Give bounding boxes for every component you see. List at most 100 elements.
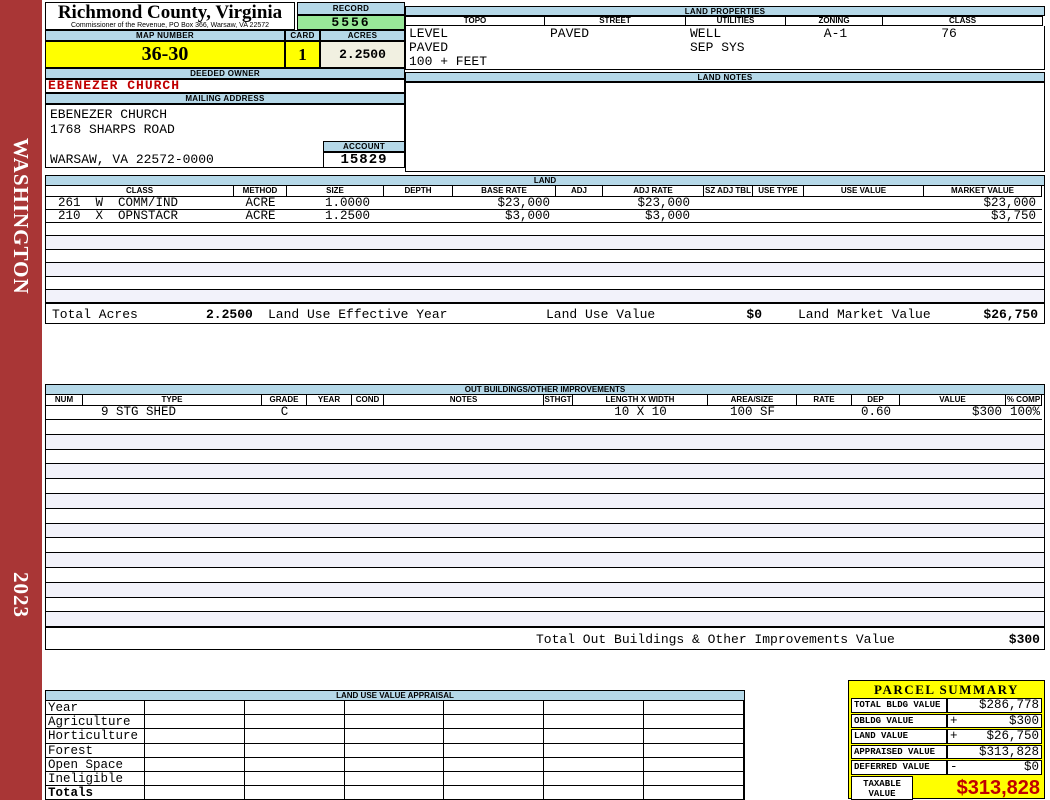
- parcel-summary-row-label: TOTAL BLDG VALUE: [851, 698, 947, 713]
- parcel-summary-row-value: + $300: [947, 713, 1042, 729]
- appraisal-cell: [644, 701, 745, 716]
- empty-table-row: [46, 509, 1044, 524]
- land-notes-title: LAND NOTES: [405, 72, 1045, 82]
- appraisal-cell: [644, 729, 745, 744]
- parcel-summary-row-label: DEFERRED VALUE: [851, 760, 947, 775]
- parcel-summary-row: TOTAL BLDG VALUE $286,778: [851, 698, 1042, 713]
- empty-table-row: [46, 450, 1044, 465]
- empty-table-row: [46, 250, 1044, 264]
- table-cell: [384, 406, 544, 420]
- table-row: 210 X OPNSTACR ACRE 1.2500 $3,000 $3,000 $3,7…: [46, 210, 1044, 223]
- table-cell: $3,000: [603, 210, 704, 223]
- operator-sign: -: [950, 760, 958, 775]
- table-cell: [704, 197, 753, 210]
- appraisal-row-label: Totals: [46, 786, 145, 800]
- table-cell: $23,000: [453, 197, 556, 210]
- empty-table-row: [46, 582, 1044, 598]
- appraisal-row-label: Open Space: [46, 757, 145, 772]
- parcel-summary-row-label: LAND VALUE: [851, 729, 947, 744]
- appraisal-row: Agriculture: [46, 715, 745, 730]
- appraisal-cell: [444, 743, 545, 758]
- table-cell: C: [262, 406, 307, 420]
- appraisal-cell: [344, 701, 445, 716]
- appraisal-cell: [444, 701, 545, 716]
- appraisal-cell: [144, 701, 245, 716]
- table-cell: [704, 210, 753, 223]
- appraisal-cell: [644, 757, 745, 772]
- parcel-summary: PARCEL SUMMARY TOTAL BLDG VALUE $286,778 O…: [848, 680, 1045, 800]
- appraisal-cell: [644, 771, 745, 787]
- empty-table-row: [46, 420, 1044, 435]
- appraisal-cell: [644, 715, 745, 730]
- land-table-title: LAND: [46, 176, 1044, 186]
- column-header: BASE RATE: [453, 186, 556, 197]
- column-header: LENGTH X WIDTH: [573, 395, 708, 406]
- appraisal-cell: [344, 743, 445, 758]
- column-header: % COMP: [1006, 395, 1042, 406]
- land-table-header-row: CLASS METHOD SIZE DEPTH BASE RATE ADJ ADJ RATE…: [46, 186, 1044, 197]
- appraisal-cell: [544, 771, 645, 787]
- appraisal-cell: [644, 743, 745, 758]
- table-cell: $3,000: [453, 210, 556, 223]
- appraisal-cell: [244, 715, 345, 730]
- land-market-value-label: Land Market Value: [798, 307, 931, 323]
- district-spine: WASHINGTON 2023: [0, 0, 42, 800]
- acres-value: 2.2500: [320, 41, 405, 68]
- table-cell: 100 SF: [708, 406, 797, 420]
- map-number-value: 36-30: [45, 41, 285, 68]
- empty-table-row: [46, 568, 1044, 583]
- taxable-value-row: TAXABLE VALUE $313,828: [851, 775, 1042, 800]
- table-cell: [307, 406, 352, 420]
- address-line: EBENEZER CHURCH: [50, 107, 168, 122]
- appraisal-row: Horticulture: [46, 729, 745, 744]
- appraisal-row: Year: [46, 701, 745, 716]
- column-header: CLASS: [883, 16, 1043, 26]
- mailing-address-box: EBENEZER CHURCH 1768 SHARPS ROAD WARSAW,…: [45, 104, 405, 168]
- table-cell: [804, 210, 924, 223]
- column-header: YEAR: [307, 395, 352, 406]
- land-use-value: $0: [746, 307, 762, 323]
- land-totals-row: Total Acres 2.2500 Land Use Effective Ye…: [46, 303, 1044, 323]
- column-header: GRADE: [262, 395, 307, 406]
- land-use-appraisal-title: LAND USE VALUE APPRAISAL: [46, 691, 744, 701]
- appraisal-cell: [544, 786, 645, 800]
- column-header: ADJ RATE: [603, 186, 704, 197]
- column-header: STHGT: [544, 395, 573, 406]
- empty-table-row: [46, 598, 1044, 613]
- out-buildings-table: OUT BUILDINGS/OTHER IMPROVEMENTS NUM TYPE…: [45, 384, 1045, 651]
- topo-value: 100 + FEET: [409, 54, 488, 69]
- table-row: 9 STG SHED C 10 X 10 100 SF 0.60 $300 100%: [46, 406, 1044, 420]
- table-cell: ACRE: [234, 197, 287, 210]
- out-buildings-total-row: Total Out Buildings & Other Improvements…: [46, 627, 1044, 649]
- appraisal-cell: [344, 729, 445, 744]
- operator-sign: +: [950, 729, 958, 744]
- table-cell: $300: [900, 406, 1006, 420]
- out-buildings-total-value: $300: [1008, 632, 1040, 648]
- appraisal-cell: [244, 771, 345, 787]
- column-header: MARKET VALUE: [924, 186, 1042, 197]
- column-header: TYPE: [83, 395, 262, 406]
- parcel-summary-row-value: - $0: [947, 760, 1042, 775]
- table-cell: [384, 210, 453, 223]
- amount: $26,750: [986, 729, 1039, 744]
- table-cell: [797, 406, 852, 420]
- column-header: ZONING: [786, 16, 883, 26]
- county-name: Richmond County, Virginia: [57, 2, 283, 23]
- column-header: AREA/SIZE: [708, 395, 797, 406]
- table-cell: [804, 197, 924, 210]
- table-cell: [753, 197, 804, 210]
- empty-table-row: [46, 479, 1044, 494]
- empty-table-row: [46, 612, 1044, 628]
- column-header: NUM: [46, 395, 83, 406]
- record-label: RECORD: [297, 2, 405, 15]
- amount: $286,778: [978, 698, 1039, 712]
- parcel-summary-row-label: APPRAISED VALUE: [851, 744, 947, 760]
- address-line: 1768 SHARPS ROAD: [50, 122, 175, 137]
- appraisal-cell: [344, 757, 445, 772]
- record-value: 5556: [297, 15, 405, 30]
- column-header: DEPTH: [384, 186, 453, 197]
- appraisal-row-label: Year: [46, 701, 145, 716]
- table-cell: 100%: [1006, 406, 1042, 420]
- parcel-summary-row-value: $313,828: [947, 744, 1042, 760]
